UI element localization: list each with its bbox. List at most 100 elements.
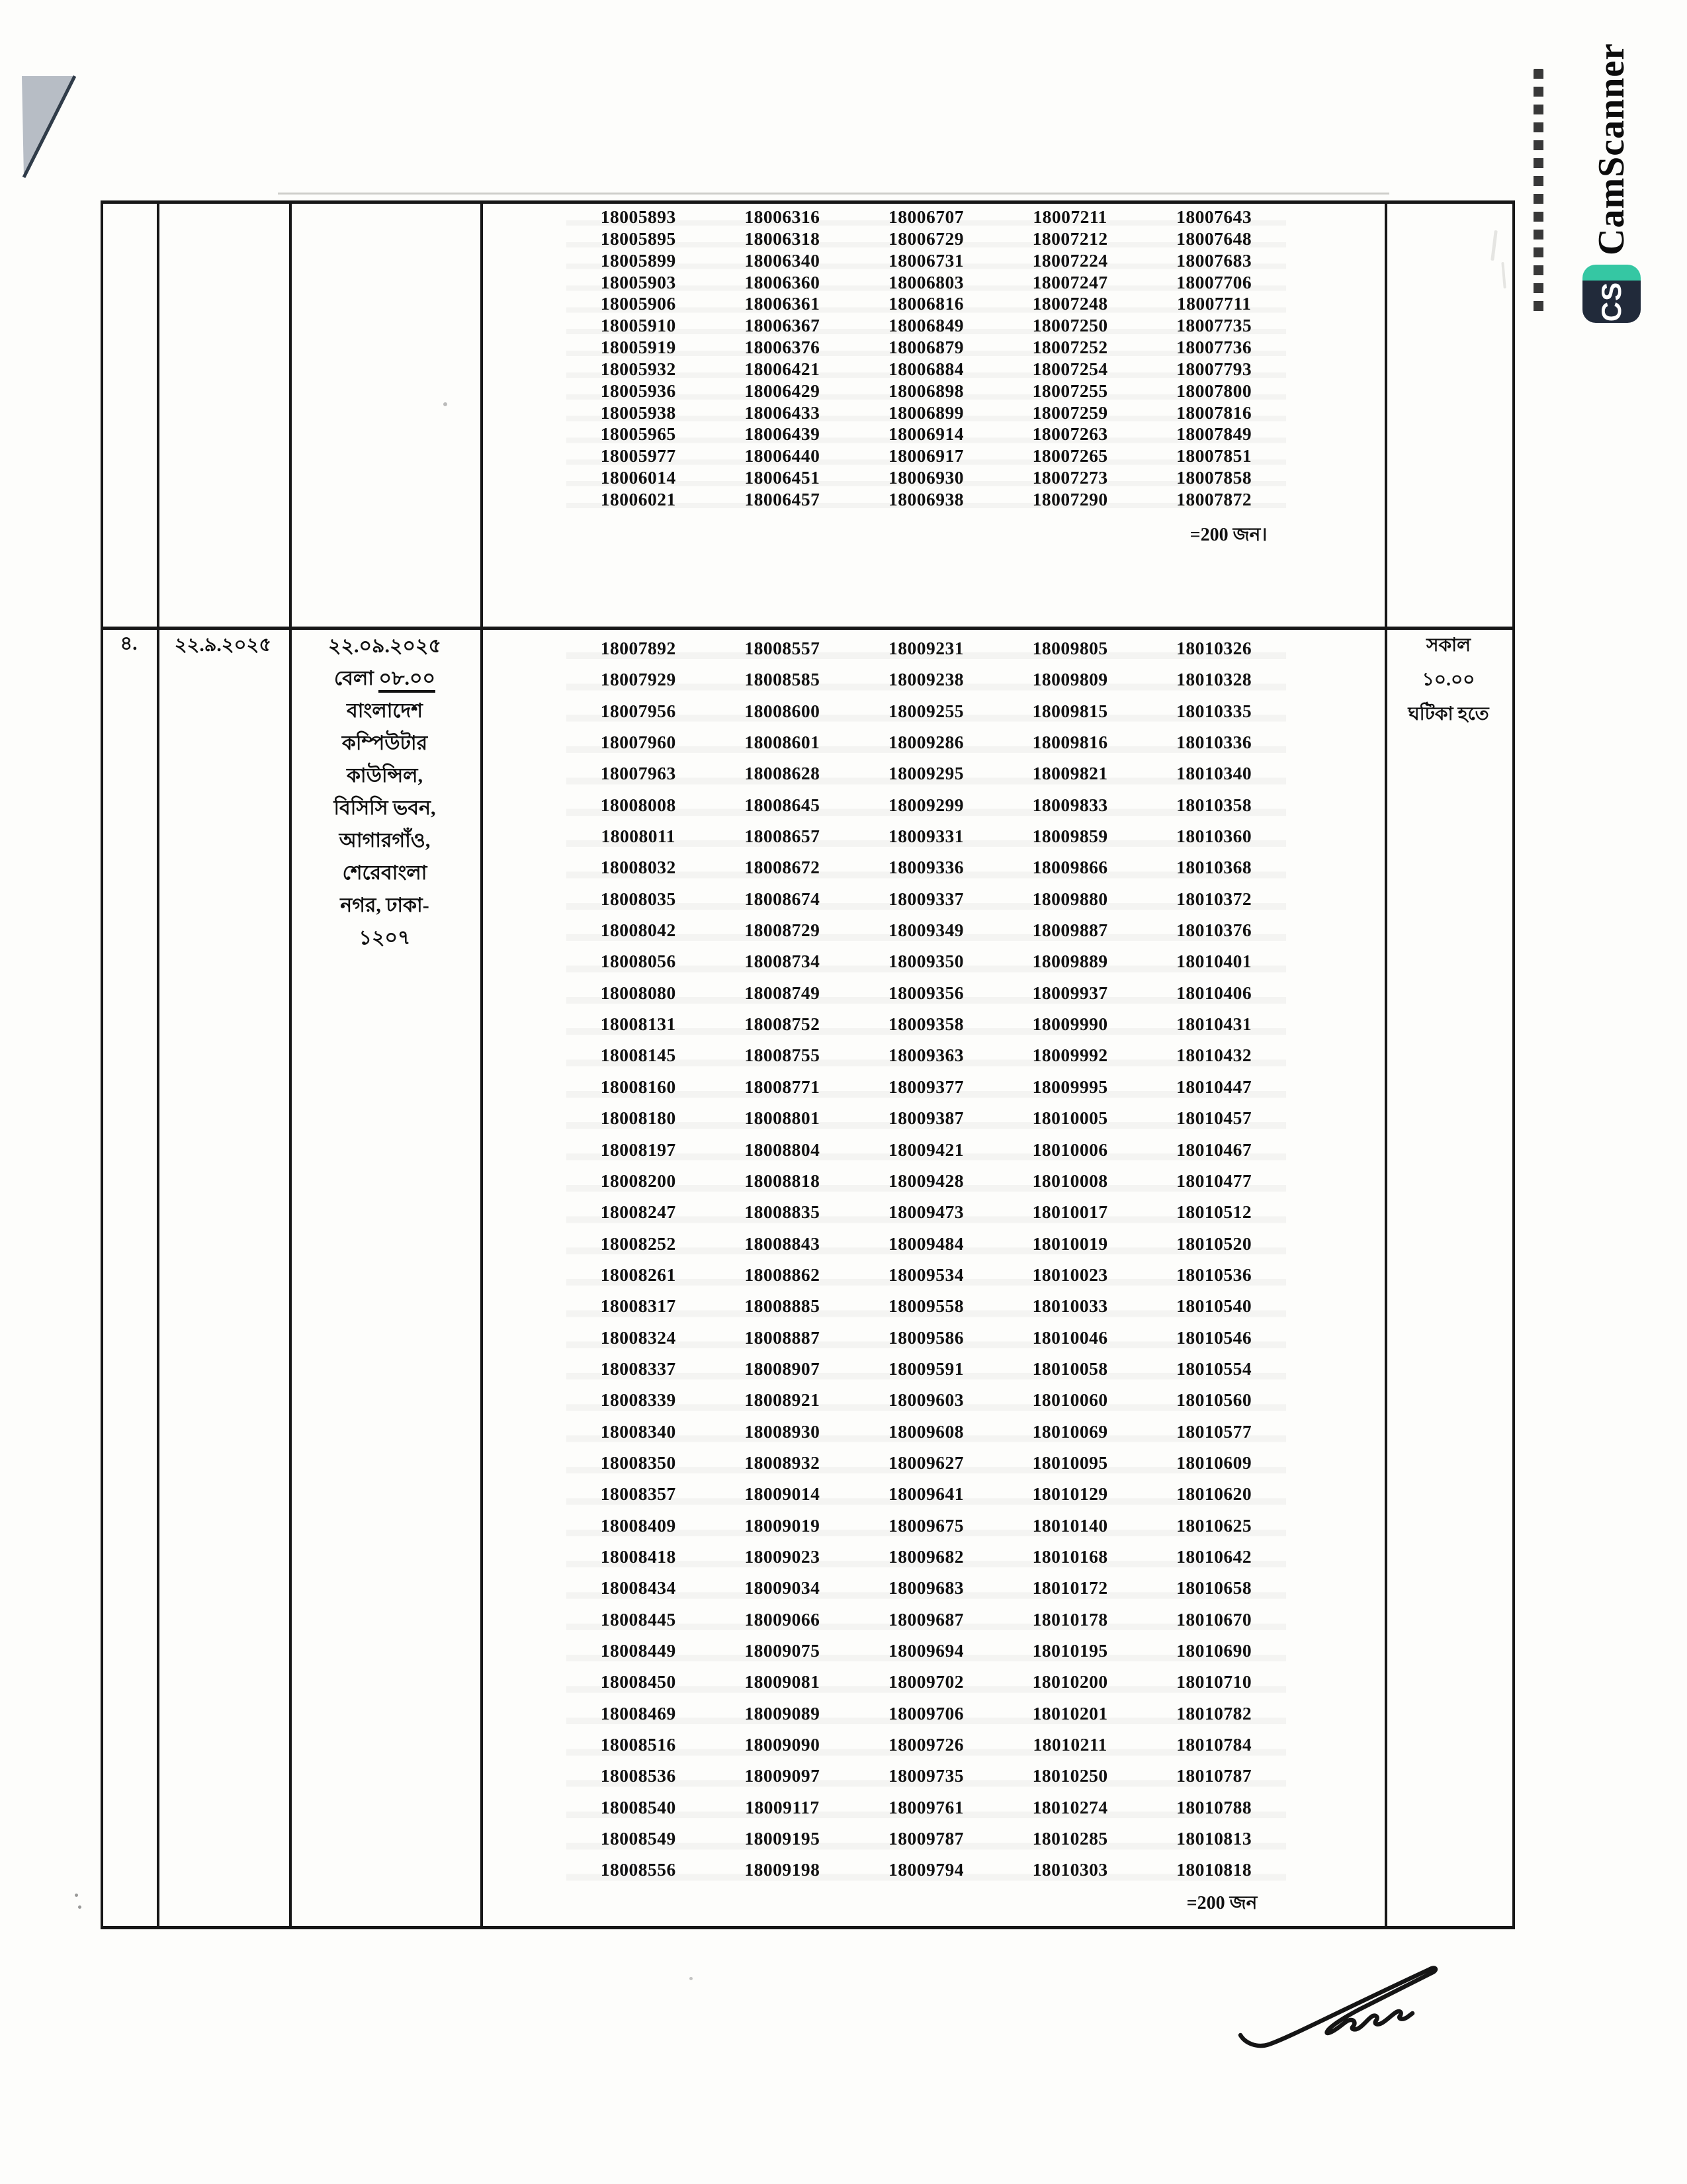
roll-number: 18010340 (1176, 763, 1252, 784)
roll-number: 18009231 (888, 638, 964, 658)
roll-number: 18009608 (888, 1420, 964, 1442)
roll-number: 18005910 (600, 315, 676, 336)
roll-number: 18010782 (1176, 1702, 1252, 1724)
roll-column-2: 18006316 18006318 18006340 18006360 18006361… (710, 206, 855, 511)
roll-number: 18010784 (1176, 1734, 1252, 1755)
roll-number: 18008674 (744, 888, 820, 909)
roll-number: 18009331 (888, 826, 964, 847)
roll-number: 18010005 (1032, 1108, 1108, 1129)
column-divider-date (289, 200, 292, 1929)
roll-number: 18009336 (888, 857, 964, 878)
camscanner-icon: CS (1582, 265, 1641, 323)
roll-column-1: 18005893 18005895 18005899 18005903 18005906… (566, 206, 711, 511)
roll-number: 18009880 (1032, 888, 1108, 909)
roll-number: 18009387 (888, 1108, 964, 1129)
roll-number: 18005906 (600, 293, 676, 314)
roll-number: 18007252 (1032, 337, 1108, 358)
roll-number: 18009816 (1032, 732, 1108, 753)
roll-number: 18008932 (744, 1452, 820, 1473)
roll-number: 18010620 (1176, 1483, 1252, 1505)
roll-number: 18009887 (1032, 920, 1108, 941)
roll-number: 18008729 (744, 920, 820, 941)
roll-number: 18010058 (1032, 1358, 1108, 1379)
roll-number: 18010360 (1176, 826, 1252, 847)
roll-number: 18008035 (600, 888, 676, 909)
roll-column-3: 18006707 18006729 18006731 18006803 18006816… (854, 206, 998, 511)
roll-number: 18008835 (744, 1201, 820, 1223)
roll-number: 18008801 (744, 1108, 820, 1129)
roll-number: 18009866 (1032, 857, 1108, 878)
roll-number: 18010520 (1176, 1233, 1252, 1254)
roll-number: 18008145 (600, 1045, 676, 1066)
roll-number: 18005895 (600, 228, 676, 249)
roll-number: 18010178 (1032, 1608, 1108, 1630)
roll-number: 18009484 (888, 1233, 964, 1254)
roll-number: 18008011 (601, 826, 676, 847)
venue-line: নগর, ঢাকা- (340, 895, 429, 916)
roll-number: 18006439 (744, 423, 820, 445)
roll-number: 18010376 (1176, 920, 1252, 941)
roll-number: 18010303 (1032, 1859, 1108, 1880)
signature (1238, 1966, 1438, 2048)
roll-number: 18007963 (600, 763, 676, 784)
roll-number: 18009350 (888, 951, 964, 972)
roll-number: 18007247 (1032, 271, 1108, 292)
roll-number: 18009821 (1032, 763, 1108, 784)
report-time: ০৮.০০ (378, 668, 435, 693)
roll-number: 18006914 (888, 423, 964, 445)
roll-number: 18007892 (600, 638, 676, 658)
roll-number: 18010328 (1176, 669, 1252, 690)
paper-edge-marks (1534, 69, 1543, 312)
roll-number: 18008601 (744, 732, 820, 753)
venue-line: শেরেবাংলা (342, 862, 427, 884)
roll-number: 18010140 (1032, 1514, 1108, 1536)
roll-number: 18006316 (744, 206, 820, 227)
camscanner-icon-letters: CS (1596, 281, 1627, 322)
roll-number: 18010670 (1176, 1608, 1252, 1630)
signature-stroke (1238, 1966, 1438, 2048)
roll-number: 18006731 (888, 249, 964, 271)
roll-number: 18008657 (744, 826, 820, 847)
roll-number: 18008645 (744, 794, 820, 815)
roll-number: 18009019 (744, 1514, 820, 1536)
roll-number: 18010546 (1176, 1327, 1252, 1348)
roll-number: 18010195 (1032, 1640, 1108, 1661)
roll-number: 18010008 (1032, 1170, 1108, 1191)
roll-number: 18008469 (600, 1702, 676, 1724)
roll-number: 18009694 (888, 1640, 964, 1661)
venue-line: কাউন্সিল, (346, 765, 423, 787)
roll-number: 18010432 (1176, 1045, 1252, 1066)
roll-number: 18008536 (600, 1765, 676, 1786)
roll-number: 18008445 (600, 1608, 676, 1630)
roll-number: 18009377 (888, 1076, 964, 1097)
roll-number: 18005893 (600, 206, 676, 227)
roll-number: 18010788 (1176, 1796, 1252, 1817)
roll-number: 18009558 (888, 1295, 964, 1317)
roll-number: 18010172 (1032, 1577, 1108, 1598)
roll-number: 18009428 (888, 1170, 964, 1191)
roll-number: 18009702 (888, 1671, 964, 1692)
roll-number: 18010336 (1176, 732, 1252, 753)
roll-number: 18009034 (744, 1577, 820, 1598)
table-border-left (101, 200, 103, 1929)
roll-number: 18006376 (744, 337, 820, 358)
roll-number: 18007929 (600, 669, 676, 690)
roll-number: 18008160 (600, 1076, 676, 1097)
roll-number: 18007254 (1032, 358, 1108, 379)
roll-number: 18005899 (600, 249, 676, 271)
report-time-prefix: বেলা (334, 668, 374, 689)
roll-number: 18008885 (744, 1295, 820, 1317)
reporting-time-note: সকাল ১০.০০ ঘটিকা হতে (1385, 629, 1512, 732)
roll-number: 18007224 (1032, 249, 1108, 271)
roll-number: 18010023 (1032, 1264, 1108, 1285)
column-divider-venue (480, 200, 483, 1929)
roll-number: 18006421 (744, 358, 820, 379)
roll-number: 18006021 (600, 488, 676, 509)
roll-number: 18006816 (888, 293, 964, 314)
roll-number: 18008317 (600, 1295, 676, 1317)
camscanner-watermark: CS CamScanner (1581, 43, 1642, 323)
roll-number: 18009295 (888, 763, 964, 784)
roll-number: 18009687 (888, 1608, 964, 1630)
roll-number: 18007793 (1176, 358, 1252, 379)
